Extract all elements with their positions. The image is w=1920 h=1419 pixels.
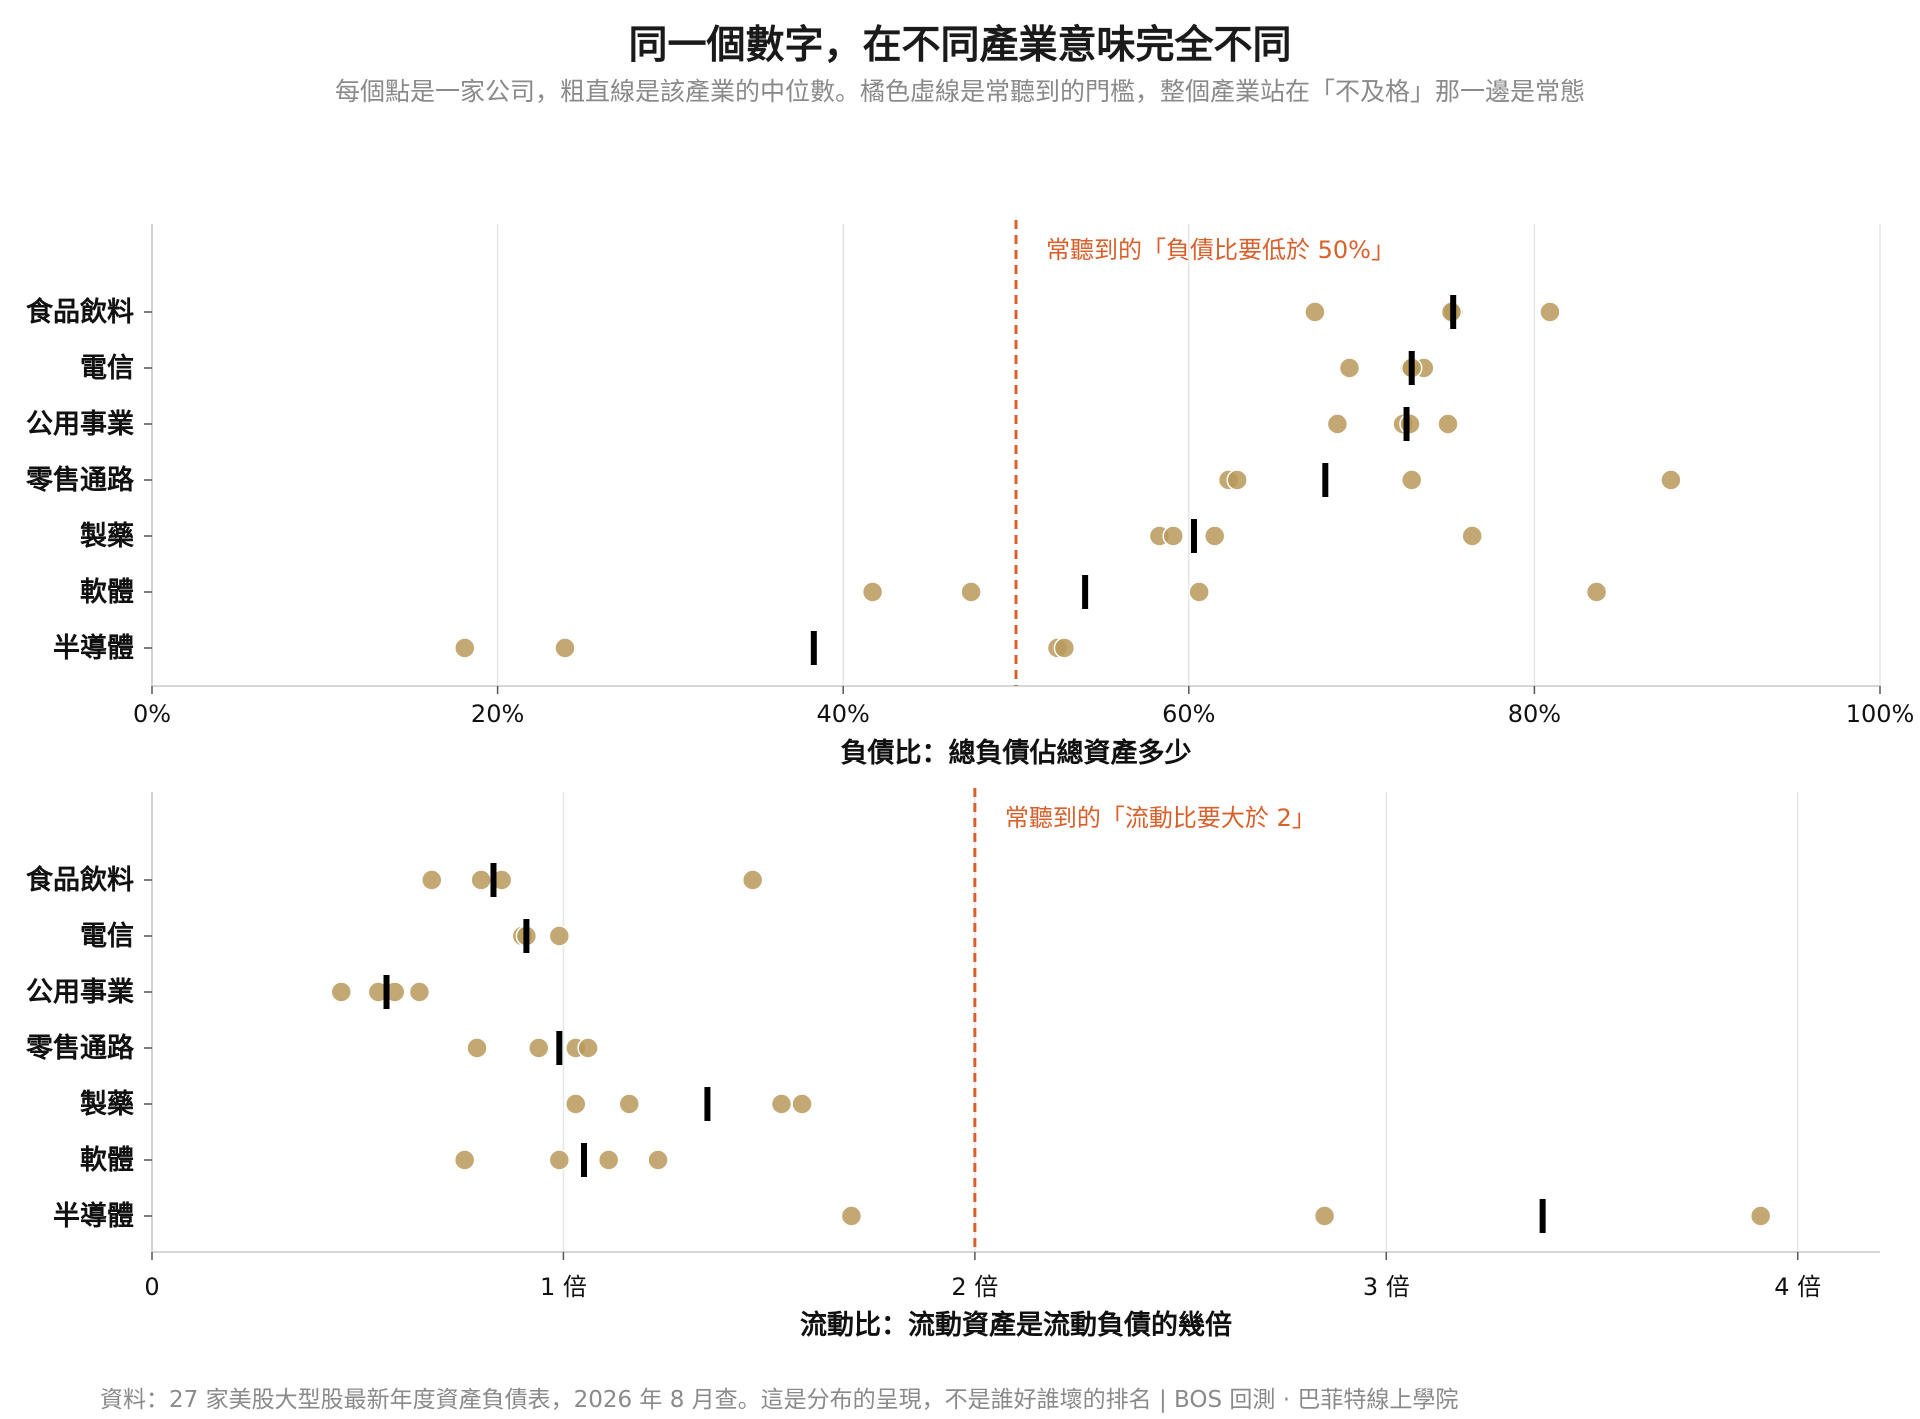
x-tick-label: 80%	[1508, 700, 1561, 728]
company-dot	[1326, 413, 1349, 435]
y-tick-label: 電信	[80, 921, 134, 952]
company-dot	[1660, 469, 1682, 491]
x-tick-label: 4 倍	[1774, 1273, 1821, 1301]
x-tick-label: 1 倍	[540, 1273, 587, 1301]
company-dot	[466, 1037, 488, 1059]
company-dot	[840, 1205, 863, 1227]
company-dot	[1053, 637, 1076, 659]
y-tick-label: 公用事業	[26, 409, 134, 440]
company-dot	[1338, 357, 1361, 379]
company-dot	[1585, 581, 1608, 603]
company-dot	[1188, 581, 1210, 603]
y-tick-label: 軟體	[80, 577, 134, 608]
company-dot	[1226, 469, 1248, 491]
y-tick-label: 軟體	[80, 1145, 134, 1176]
company-dot	[741, 869, 764, 891]
y-tick-label: 半導體	[53, 632, 134, 664]
chart-subtitle: 每個點是一家公司，粗直線是該產業的中位數。橘色虛線是常聽到的門檻，整個產業站在「…	[334, 77, 1585, 106]
company-dot	[554, 637, 576, 659]
y-tick-label: 半導體	[53, 1200, 134, 1232]
company-dot	[330, 981, 353, 1003]
x-tick-label: 100%	[1846, 700, 1915, 728]
company-dot	[1437, 413, 1459, 435]
threshold-label: 常聽到的「負債比要低於 50%」	[1046, 236, 1395, 264]
company-dot	[408, 981, 431, 1003]
y-tick-label: 食品飲料	[26, 296, 134, 328]
company-dot	[454, 637, 476, 659]
company-dot	[577, 1037, 599, 1059]
x-tick-label: 60%	[1162, 700, 1215, 728]
y-tick-label: 製藥	[80, 1089, 134, 1120]
x-axis-label: 負債比：總負債佔總資產多少	[841, 737, 1192, 769]
company-dot	[791, 1093, 813, 1115]
company-dot	[548, 925, 571, 947]
y-tick-label: 公用事業	[26, 977, 134, 1008]
x-tick-label: 0%	[133, 700, 171, 728]
x-tick-label: 2 倍	[951, 1273, 998, 1301]
threshold-label: 常聽到的「流動比要大於 2」	[1005, 804, 1316, 832]
company-dot	[1304, 301, 1326, 323]
x-axis-label: 流動比：流動資產是流動負債的幾倍	[800, 1309, 1232, 1341]
footer-source: 資料：27 家美股大型股最新年度資產負債表，2026 年 8 月查。這是分布的呈…	[100, 1387, 1459, 1413]
company-dot	[597, 1149, 620, 1171]
x-tick-label: 3 倍	[1363, 1273, 1410, 1301]
y-tick-label: 零售通路	[25, 464, 135, 496]
chart-title: 同一個數字，在不同產業意味完全不同	[628, 23, 1292, 68]
company-dot	[548, 1149, 571, 1171]
company-dot	[1203, 525, 1226, 547]
x-tick-label: 20%	[471, 700, 524, 728]
company-dot	[1749, 1205, 1772, 1227]
company-dot	[1313, 1205, 1336, 1227]
x-tick-label: 40%	[817, 700, 870, 728]
company-dot	[1399, 413, 1421, 435]
company-dot	[861, 581, 884, 603]
company-dot	[565, 1093, 587, 1115]
company-dot	[470, 869, 492, 891]
y-tick-label: 零售通路	[25, 1032, 135, 1064]
company-dot	[618, 1093, 641, 1115]
company-dot	[527, 1037, 550, 1059]
company-dot	[1539, 301, 1561, 323]
x-tick-label: 0	[144, 1273, 159, 1301]
company-dot	[421, 869, 443, 891]
company-dot	[1461, 525, 1483, 547]
company-dot	[960, 581, 982, 603]
company-dot	[770, 1093, 793, 1115]
y-tick-label: 食品飲料	[26, 864, 134, 896]
y-tick-label: 製藥	[80, 521, 134, 552]
company-dot	[1162, 525, 1184, 547]
y-tick-label: 電信	[80, 353, 134, 384]
company-dot	[647, 1149, 669, 1171]
company-dot	[453, 1149, 476, 1171]
company-dot	[1400, 469, 1423, 491]
